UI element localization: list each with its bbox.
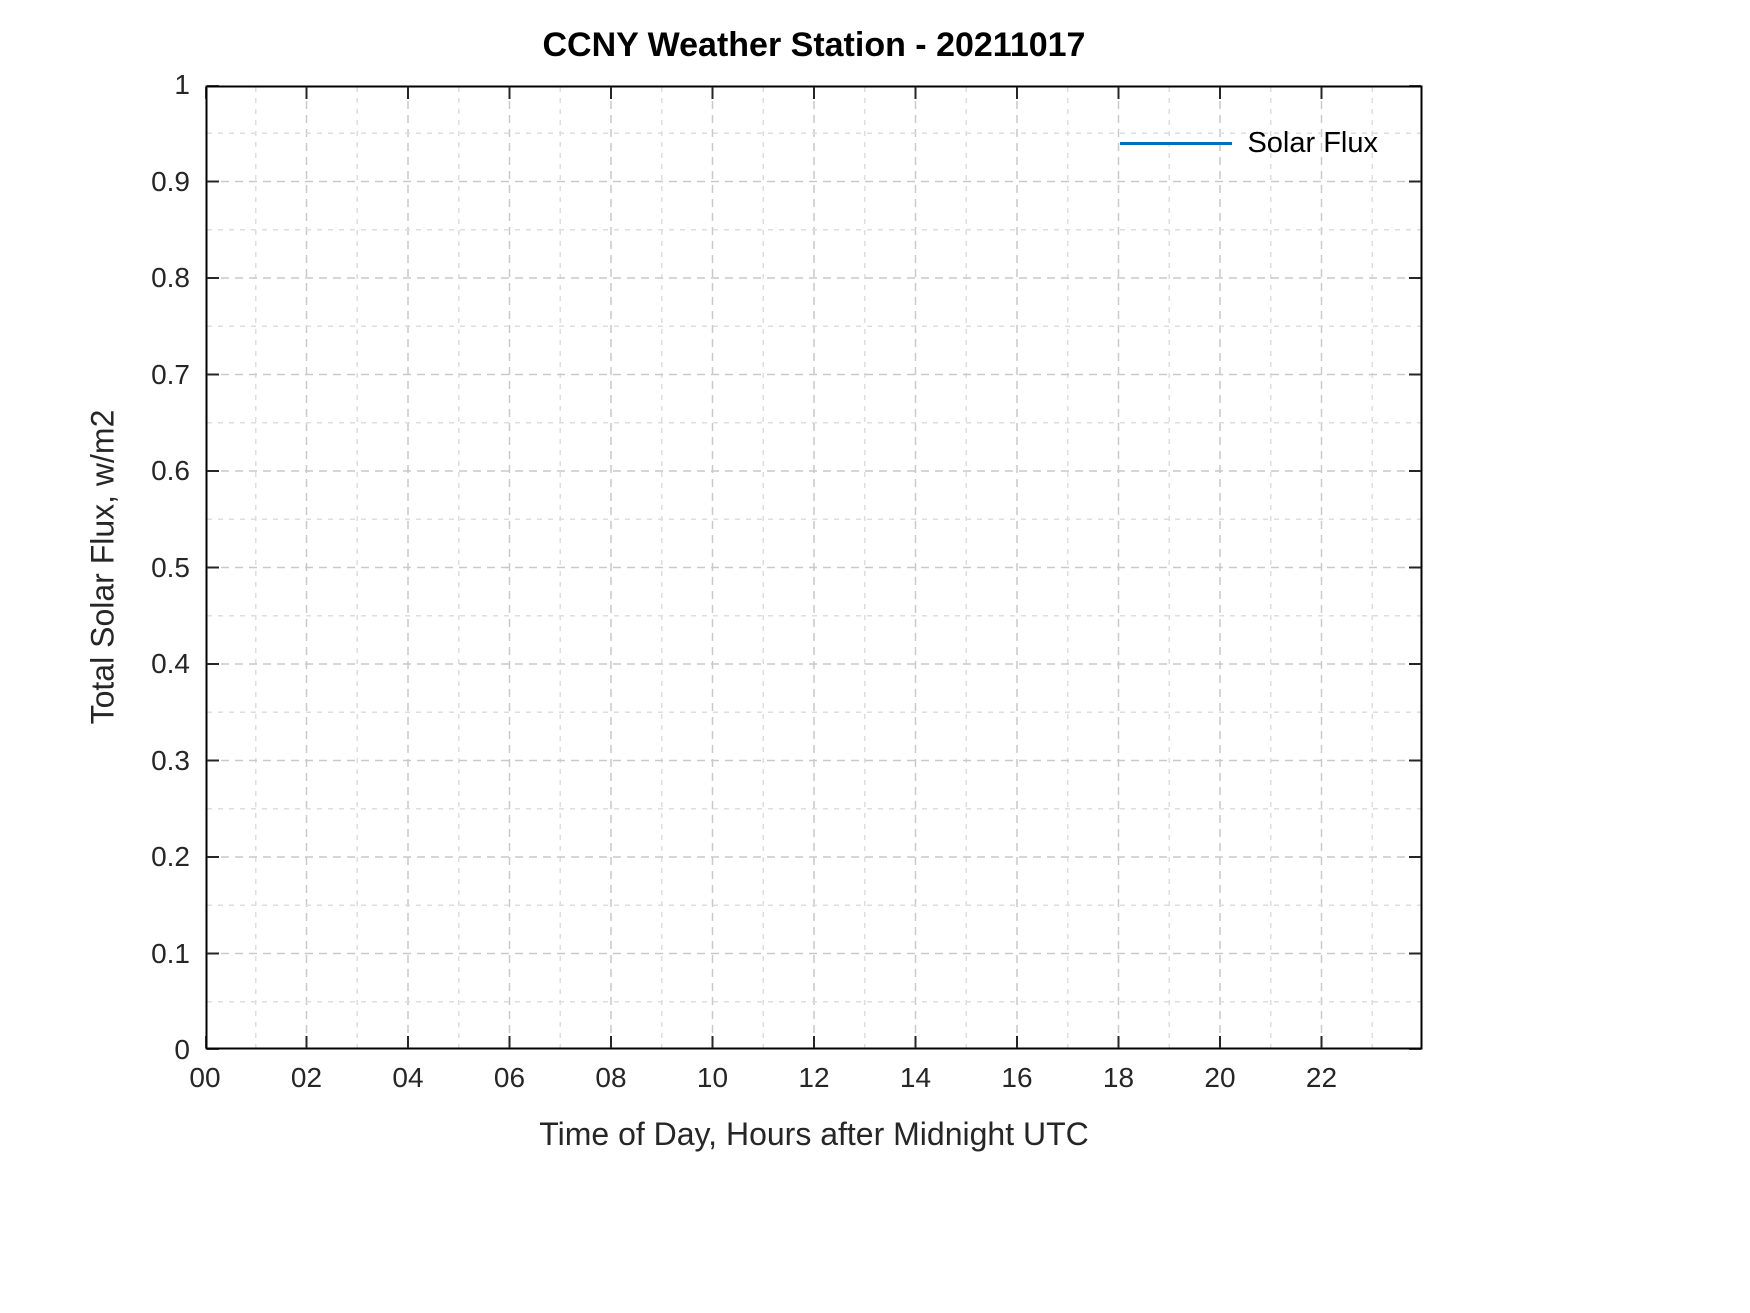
plot-grid-svg [205, 85, 1423, 1050]
x-tick-label: 12 [798, 1062, 830, 1093]
x-tick-label: 10 [696, 1062, 729, 1093]
x-tick-label: 22 [1305, 1062, 1338, 1093]
x-tick-label: 16 [1001, 1062, 1033, 1093]
x-tick-label: 04 [392, 1062, 424, 1093]
chart-title: CCNY Weather Station - 20211017 [542, 26, 1086, 64]
y-tick-label: 1 [174, 69, 190, 100]
x-tick-label: 08 [595, 1062, 627, 1093]
y-tick-label: 0.5 [151, 551, 190, 583]
x-tick-label: 06 [493, 1062, 526, 1093]
y-tick-label: 0.3 [151, 744, 190, 776]
y-tick-label: 0.2 [151, 841, 190, 872]
x-axis-label: Time of Day, Hours after Midnight UTC [539, 1116, 1089, 1152]
y-tick-label: 0.9 [151, 165, 190, 197]
x-tick-label: 00 [189, 1062, 221, 1093]
x-tick-label: 20 [1204, 1062, 1236, 1093]
legend-line-swatch [1120, 142, 1233, 145]
y-tick-label: 0.1 [151, 937, 190, 969]
plot-area [205, 85, 1423, 1050]
y-tick-label: 0.4 [151, 648, 190, 679]
legend-entry-label: Solar Flux [1247, 127, 1378, 159]
legend: Solar Flux [1120, 127, 1378, 160]
y-tick-label: 0 [174, 1034, 190, 1065]
y-tick-label: 0.7 [151, 358, 190, 390]
x-tick-label: 02 [290, 1062, 323, 1093]
x-tick-label: 18 [1102, 1062, 1135, 1093]
y-tick-label: 0.6 [151, 455, 190, 486]
x-tick-label: 14 [899, 1062, 932, 1093]
y-tick-label: 0.8 [151, 262, 190, 293]
